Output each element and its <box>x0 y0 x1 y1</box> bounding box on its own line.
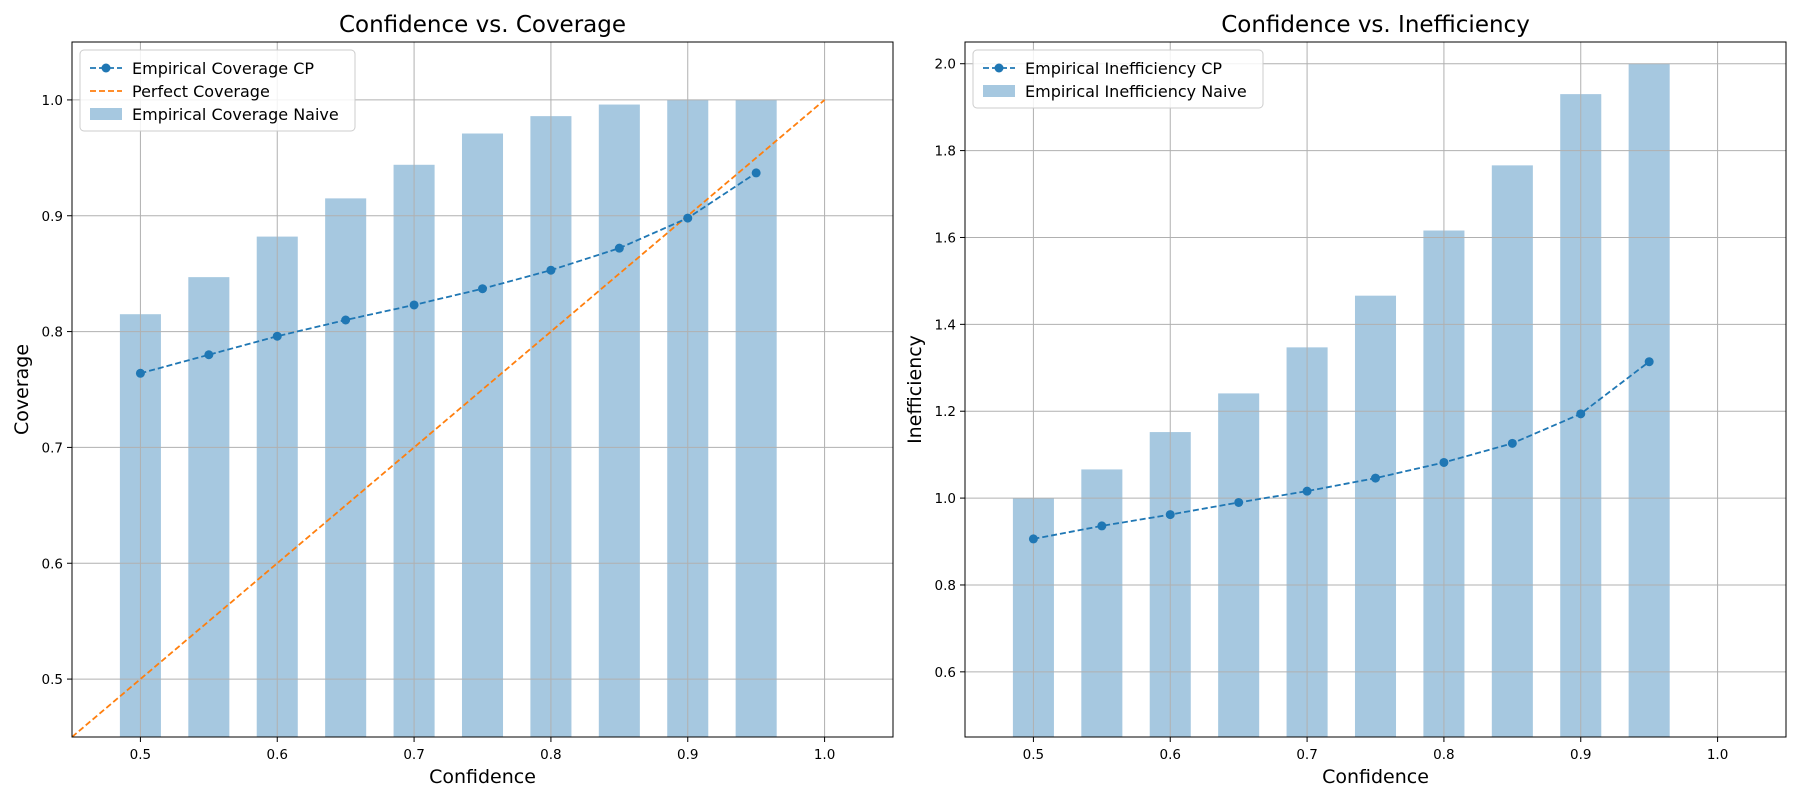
y-tick-label: 2.0 <box>935 57 956 73</box>
x-tick-label: 0.7 <box>403 747 424 763</box>
y-tick-label: 1.0 <box>42 93 63 109</box>
cp-point <box>1439 457 1449 467</box>
bar <box>735 99 777 737</box>
x-tick-label: 0.9 <box>677 747 698 763</box>
chart-2: 0.5 0.6 0.7 0.8 0.9 1.0 0.6 0.8 1.0 1.2 1.4 1.6 1.8 2… <box>904 12 1787 788</box>
cp-point <box>751 168 761 178</box>
legend-cp-marker <box>994 63 1004 73</box>
cp-point <box>1302 486 1312 496</box>
legend-label: Perfect Coverage <box>132 82 270 101</box>
legend-box <box>79 49 356 132</box>
x-tick-label: 0.7 <box>1296 747 1317 763</box>
bar <box>1218 393 1260 737</box>
legend: Empirical Inefficiency CP Empirical Ineff… <box>972 49 1264 109</box>
cp-point <box>341 315 351 325</box>
x-tick-label: 0.5 <box>130 747 151 763</box>
bar <box>1081 469 1123 737</box>
x-tick-label: 0.6 <box>267 747 288 763</box>
x-tick-label: 0.8 <box>540 747 561 763</box>
legend-label: Empirical Inefficiency CP <box>1025 59 1222 78</box>
x-tick-label: 0.9 <box>1570 747 1591 763</box>
cp-line <box>1033 360 1650 540</box>
legend-label: Empirical Coverage Naive <box>132 105 339 124</box>
y-axis-label: Coverage <box>11 344 33 435</box>
legend-box <box>972 49 1264 109</box>
cp-point <box>683 213 693 223</box>
cp-point <box>1507 438 1517 448</box>
x-tick-label: 0.6 <box>1160 747 1181 763</box>
cp-point <box>135 368 145 378</box>
y-tick-label: 1.0 <box>935 491 956 507</box>
legend: Empirical Coverage CP Perfect Coverage Emp… <box>79 49 356 132</box>
cp-point <box>1576 409 1586 419</box>
y-tick-label: 0.8 <box>935 578 956 594</box>
bar <box>1628 63 1670 737</box>
legend-bar-swatch <box>90 108 122 120</box>
x-tick-label: 0.5 <box>1023 747 1044 763</box>
bar <box>188 277 230 737</box>
y-tick-label: 1.6 <box>935 230 956 246</box>
bar-series <box>1012 63 1670 738</box>
cp-point <box>204 350 214 360</box>
cp-point <box>1644 357 1654 367</box>
legend-bar-swatch <box>983 85 1015 97</box>
legend-label: Empirical Coverage CP <box>132 59 314 78</box>
chart-title: Confidence vs. Coverage <box>339 12 626 38</box>
x-axis-label: Confidence <box>429 766 536 788</box>
cp-point <box>409 300 419 310</box>
cp-point <box>1028 534 1038 544</box>
x-axis-label: Confidence <box>1322 766 1429 788</box>
y-tick-label: 0.5 <box>42 672 63 688</box>
cp-line <box>140 172 757 375</box>
bar <box>1491 165 1533 738</box>
cp-point <box>478 284 487 294</box>
x-tick-label: 1.0 <box>1707 747 1728 763</box>
y-tick-label: 1.4 <box>935 317 956 333</box>
y-tick-label: 0.7 <box>42 440 63 456</box>
bar <box>598 104 640 738</box>
cp-point <box>1097 521 1107 531</box>
cp-point <box>272 331 282 341</box>
y-tick-label: 1.2 <box>935 404 956 420</box>
y-tick-label: 0.6 <box>42 556 63 572</box>
y-axis-label: Inefficiency <box>904 335 926 444</box>
axes-frame <box>71 41 894 738</box>
perfect-coverage-line <box>71 99 826 738</box>
chart-1: 0.5 0.6 0.7 0.8 0.9 1.0 0.5 0.6 0.7 0.8 0.9 1.0 Conf… <box>11 12 894 788</box>
bar <box>461 133 504 738</box>
bar <box>1354 295 1397 737</box>
bar <box>325 198 367 737</box>
x-tick-label: 0.8 <box>1433 747 1454 763</box>
y-tick-label: 0.8 <box>42 325 63 341</box>
x-tick-label: 1.0 <box>814 747 835 763</box>
cp-point <box>1234 497 1244 507</box>
cp-point <box>614 243 624 253</box>
axes-frame <box>964 41 1787 738</box>
legend-label: Empirical Inefficiency Naive <box>1025 82 1247 101</box>
legend-cp-marker <box>101 63 111 73</box>
chart-title: Confidence vs. Inefficiency <box>1221 12 1530 38</box>
cp-point <box>1371 473 1380 483</box>
y-tick-label: 0.9 <box>42 209 63 225</box>
cp-point <box>1165 510 1175 520</box>
y-tick-label: 0.6 <box>935 665 956 681</box>
grid <box>965 42 1786 737</box>
cp-point <box>546 265 556 275</box>
y-tick-label: 1.8 <box>935 144 956 160</box>
